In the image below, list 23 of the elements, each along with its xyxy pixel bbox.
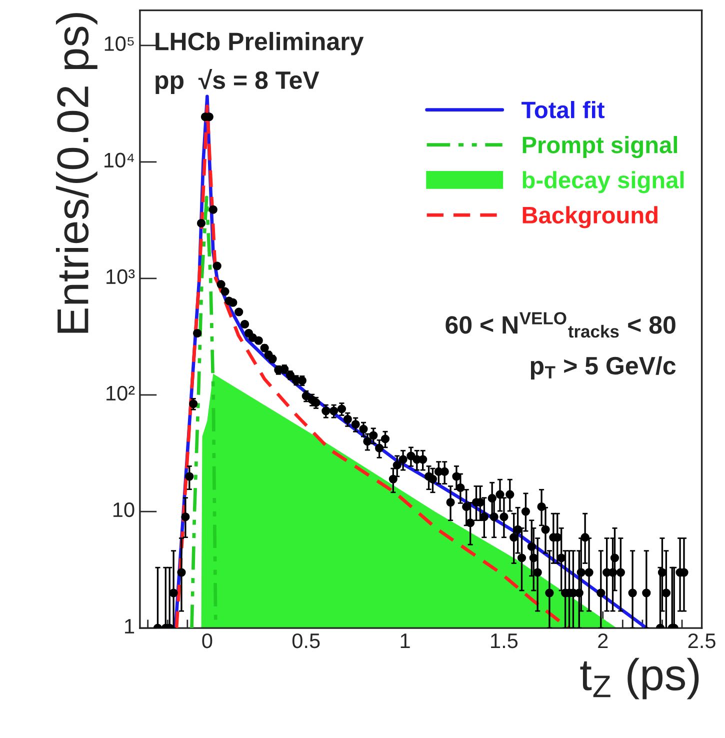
annotation: 60 < N$^{VELO}$$_{tracks}$ < 80	[446, 312, 676, 338]
annotation: LHCb Preliminary	[156, 32, 364, 56]
y-tick-label: 10³	[106, 269, 135, 284]
y-axis-title: Entries/(0.02 ps)	[56, 13, 98, 333]
x-tick-label: 2	[598, 633, 608, 648]
y-tick-label: 10	[113, 502, 134, 518]
y-tick-label: 10⁴	[104, 152, 134, 168]
line-series	[190, 196, 218, 628]
x-tick-label: 2.5	[688, 633, 716, 648]
x-tick-label: 0	[202, 633, 212, 648]
y-tick-label: 10⁵	[104, 36, 134, 51]
annotation: p$_{T}$ > 5 GeV/c	[530, 356, 676, 380]
y-tick-label: 10²	[106, 386, 135, 401]
x-axis-title: t$_{Z}$ (ps)	[580, 658, 699, 700]
legend-label: b-decay signal	[522, 171, 684, 194]
annotation: pp √s = 8 TeV	[156, 69, 320, 94]
x-tick-label: 1	[400, 634, 410, 648]
x-tick-label: 0.5	[292, 633, 320, 648]
legend-label: Total fit	[522, 100, 604, 118]
y-tick-label: 1	[125, 619, 134, 634]
x-tick-label: 1.5	[491, 634, 518, 648]
legend-label: Prompt signal	[522, 136, 678, 158]
legend-label: Background	[522, 206, 658, 228]
